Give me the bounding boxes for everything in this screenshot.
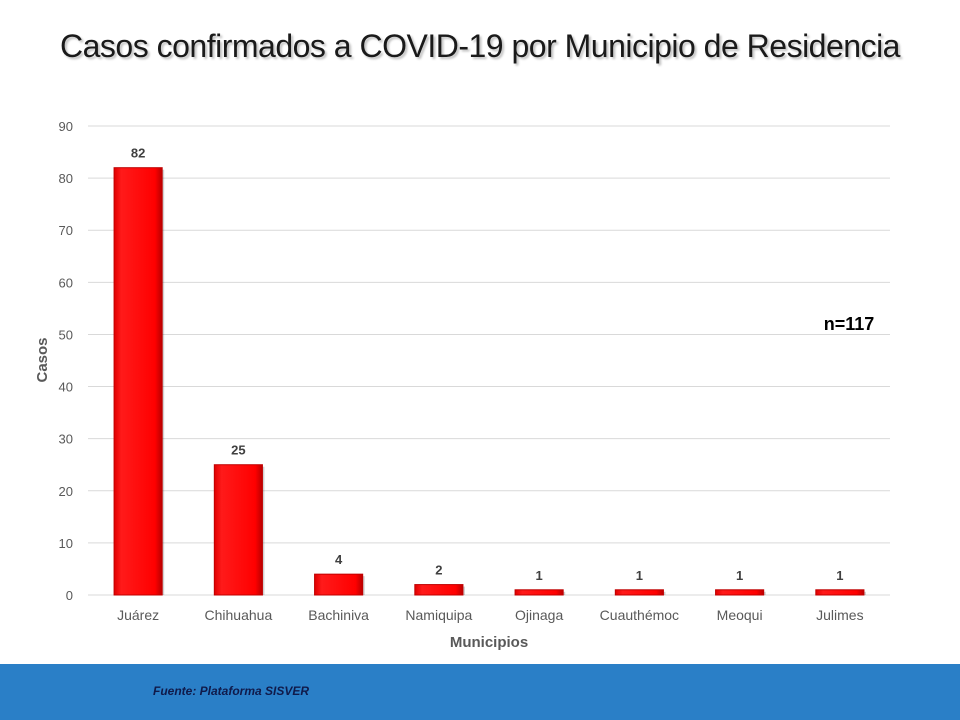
y-tick-label: 80	[59, 171, 73, 186]
footer-band	[0, 664, 960, 720]
y-tick-label: 60	[59, 275, 73, 290]
x-axis-ticks: Juárez Chihuahua Bachiniva Namiquipa Ojinaga…	[117, 607, 864, 623]
y-tick-label: 70	[59, 223, 73, 238]
y-axis-label: Casos	[34, 337, 51, 382]
x-tick-label: Bachiniva	[308, 607, 369, 623]
data-labels: 82 25 4 2 1 1 1 1	[131, 146, 844, 583]
source-note: Fuente: Plataforma SISVER	[153, 684, 310, 698]
bar	[614, 589, 664, 596]
data-label: 1	[836, 568, 843, 583]
x-tick-label: Meoqui	[717, 607, 763, 623]
gridlines	[88, 125, 890, 596]
y-tick-label: 20	[59, 484, 73, 499]
data-label: 1	[536, 568, 543, 583]
y-axis-ticks: 0 10 20 30 40 50 60 70 80 90	[59, 119, 73, 603]
chart-title: Casos confirmados a COVID-19 por Municip…	[60, 28, 900, 64]
bar	[113, 167, 163, 596]
data-label: 1	[736, 568, 743, 583]
bar	[815, 589, 865, 596]
bars	[113, 167, 866, 596]
x-tick-label: Julimes	[816, 607, 863, 623]
x-tick-label: Namiquipa	[405, 607, 472, 623]
bar	[213, 464, 263, 596]
total-annotation: n=117	[824, 314, 875, 334]
y-tick-label: 40	[59, 380, 73, 395]
x-tick-label: Juárez	[117, 607, 159, 623]
data-label: 1	[636, 568, 643, 583]
x-tick-label: Chihuahua	[205, 607, 273, 623]
y-tick-label: 50	[59, 327, 73, 342]
bar	[715, 589, 765, 596]
data-label: 4	[335, 552, 343, 567]
y-tick-label: 90	[59, 119, 73, 134]
x-tick-label: Cuauthémoc	[600, 607, 679, 623]
data-label: 2	[435, 563, 442, 578]
bar	[414, 584, 464, 596]
y-tick-label: 10	[59, 536, 73, 551]
data-label: 82	[131, 146, 145, 161]
data-label: 25	[231, 443, 245, 458]
y-tick-label: 0	[66, 588, 73, 603]
x-tick-label: Ojinaga	[515, 607, 563, 623]
x-axis-label: Municipios	[450, 634, 528, 651]
bar-chart: 0 10 20 30 40 50 60 70 80 90 82 25 4 2 1 1 1 1 Juárez Chi…	[34, 119, 890, 651]
y-tick-label: 30	[59, 432, 73, 447]
bar	[314, 573, 364, 596]
bar	[514, 589, 564, 596]
